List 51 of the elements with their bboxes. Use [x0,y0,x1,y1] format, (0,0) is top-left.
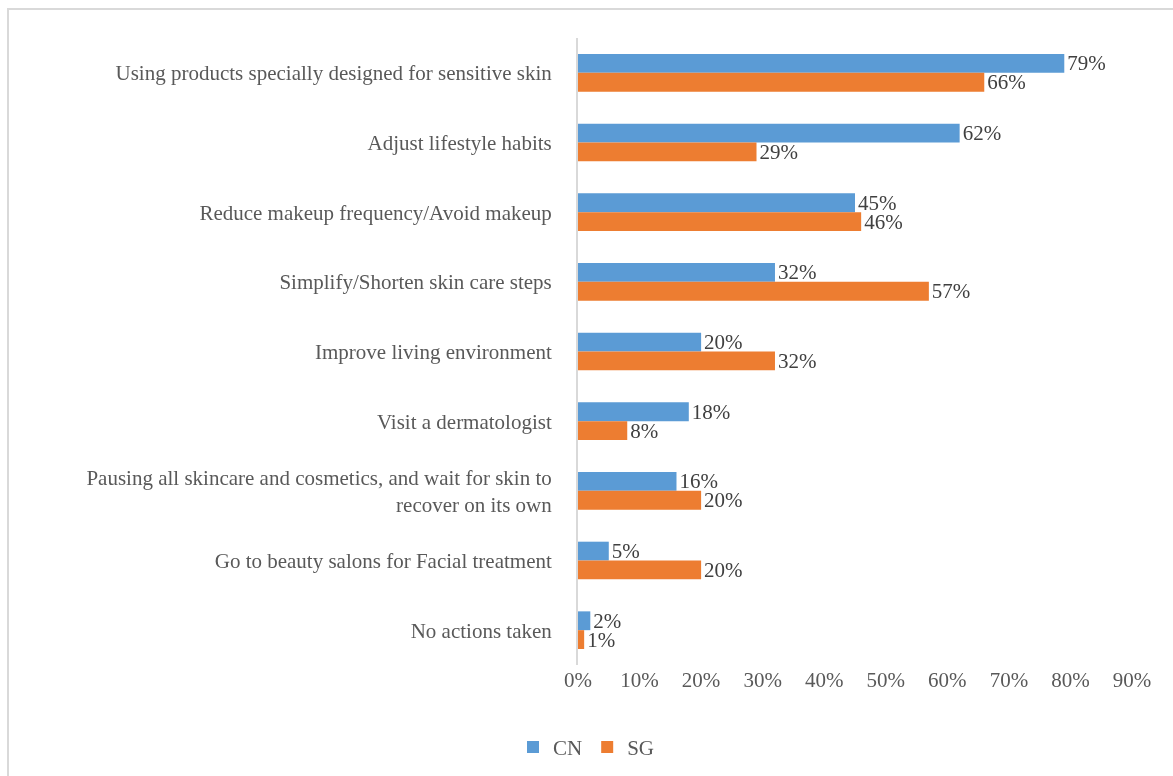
bar [578,560,702,580]
y-tick-label: No actions taken [410,618,553,643]
bar [578,402,689,422]
data-label: 18% [691,399,731,424]
x-tick-label: 80% [1051,668,1090,692]
x-tick-label: 70% [989,668,1029,692]
x-tick-label: 10% [620,668,659,692]
data-label: 62% [962,121,1002,146]
bar [578,123,960,143]
bar [578,281,929,301]
x-tick-label: 60% [928,668,967,692]
bar [578,142,757,162]
y-tick-label: Pausing all skincare and cosmetics, and wait for skin to recover on its own [86,465,553,517]
data-label: 79% [1067,51,1106,76]
x-tick-label: 20% [681,668,721,692]
bar [578,72,985,92]
bar [578,193,855,213]
x-tick-label: 50% [866,668,906,692]
data-label: 20% [704,330,743,355]
bar [578,541,609,561]
x-tick-label: 40% [804,668,844,692]
bar [578,332,702,352]
data-label: 66% [987,70,1026,95]
legend-label: CN [553,736,583,761]
bar [578,212,862,231]
bar [578,611,591,631]
x-tick-label: 90% [1112,668,1152,692]
data-label: 29% [759,139,799,164]
y-tick-label: Improve living environment [315,339,552,364]
bar [578,630,585,649]
x-tick-label: 30% [743,668,782,692]
data-label: 5% [611,539,640,564]
bar [578,351,775,371]
data-label: 32% [777,348,817,373]
bar [578,54,1065,73]
y-tick-label: Simplify/Shorten skin care steps [279,270,552,295]
y-tick-label: Using products specially designed for sensitive skin [115,61,553,86]
y-tick-label: Visit a dermatologist [376,409,552,434]
bar [578,421,628,440]
y-tick-label: Adjust lifestyle habits [367,130,552,155]
x-tick-label: 0% [564,668,592,692]
data-label: 20% [704,557,743,582]
bar [578,490,702,510]
y-tick-label: Reduce makeup frequency/Avoid makeup [199,200,552,225]
bar [578,472,677,491]
y-tick-label: Go to beauty salons for Facial treatment [214,548,552,573]
bar [578,263,775,282]
legend-label: SG [627,736,655,761]
data-label: 32% [777,260,817,285]
data-label: 57% [931,279,971,304]
data-label: 8% [630,418,659,443]
